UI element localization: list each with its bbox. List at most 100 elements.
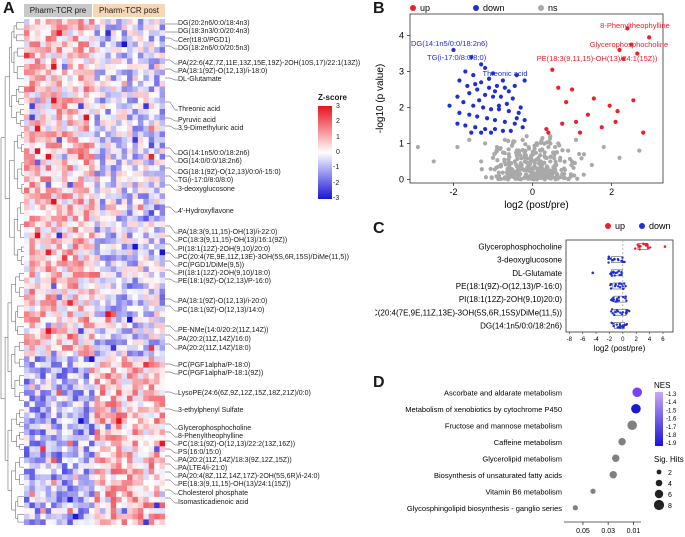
- heatmap-cell: [78, 176, 84, 183]
- heatmap-cell: [127, 294, 133, 301]
- heatmap-cell: [105, 108, 112, 115]
- heatmap-cell: [154, 435, 160, 441]
- heatmap-cell: [78, 367, 84, 374]
- heatmap-cell: [137, 502, 144, 509]
- heatmap-row-label: PA(20:2(11Z,14Z)/18:3(9Z,12Z,15Z)): [178, 457, 292, 464]
- heatmap-cell: [51, 440, 57, 447]
- heatmap-cell: [45, 350, 52, 357]
- heatmap-cell: [159, 63, 165, 70]
- heatmap-cell: [116, 446, 122, 453]
- heatmap-cell: [61, 322, 68, 329]
- heatmap-cell: [121, 148, 128, 155]
- heatmap-cell: [159, 356, 165, 363]
- ns-point: [502, 150, 507, 156]
- heatmap-cell: [154, 41, 160, 48]
- heatmap-cell: [143, 457, 150, 464]
- heatmap-cell: [61, 390, 68, 396]
- heatmap-cell: [24, 35, 30, 42]
- heatmap-cell: [51, 238, 57, 245]
- heatmap-cell: [78, 491, 84, 498]
- heatmap-cell: [72, 401, 79, 408]
- heatmap-cell: [132, 423, 139, 430]
- heatmap-cell: [89, 52, 95, 59]
- heatmap-cell: [72, 114, 79, 121]
- heatmap-cell: [94, 41, 101, 48]
- heatmap-cell: [159, 277, 165, 284]
- heatmap-cell: [132, 30, 139, 37]
- heatmap-cell: [72, 125, 79, 132]
- heatmap-cell: [78, 446, 84, 453]
- heatmap-cell: [24, 131, 30, 138]
- heatmap-cell: [127, 58, 133, 65]
- heatmap-cell: [148, 491, 155, 498]
- heatmap-cell: [29, 361, 36, 368]
- heatmap-cell: [72, 339, 79, 346]
- heatmap-cell: [121, 283, 128, 290]
- heatmap-cell: [159, 47, 165, 54]
- heatmap-cell: [29, 502, 36, 509]
- up-point: [621, 56, 626, 62]
- label-connector: [165, 260, 178, 267]
- heatmap-cell: [127, 24, 133, 31]
- heatmap-cell: [67, 288, 74, 295]
- heatmap-cell: [72, 457, 79, 464]
- heatmap-cell: [89, 508, 95, 515]
- heatmap-cell: [61, 187, 68, 194]
- heatmap-cell: [45, 210, 52, 217]
- heatmap-cell: [127, 92, 133, 99]
- heatmap-cell: [121, 418, 128, 425]
- heatmap-cell: [89, 457, 95, 464]
- heatmap-cell: [127, 457, 133, 464]
- heatmap-cell: [116, 193, 122, 200]
- heatmap-cell: [154, 491, 160, 498]
- heatmap-cell: [143, 440, 150, 447]
- heatmap-cell: [110, 283, 117, 290]
- heatmap-cell: [45, 227, 52, 233]
- ns-point: [546, 144, 551, 150]
- sighits-legend-dot: [655, 479, 663, 487]
- heatmap-cell: [127, 496, 133, 503]
- heatmap-cell: [116, 210, 122, 217]
- heatmap-cell: [61, 502, 68, 509]
- heatmap-cell: [83, 283, 90, 290]
- heatmap-cell: [83, 356, 90, 363]
- heatmap-cell: [67, 92, 74, 99]
- heatmap-cell: [105, 69, 112, 76]
- heatmap-cell: [61, 182, 68, 188]
- heatmap-cell: [110, 429, 117, 436]
- heatmap-cell: [67, 238, 74, 245]
- heatmap-cell: [148, 63, 155, 70]
- heatmap-cell: [148, 69, 155, 76]
- down-point: [473, 82, 478, 87]
- label-connector: [165, 408, 178, 412]
- heatmap-cell: [61, 519, 68, 525]
- heatmap-cell: [137, 227, 144, 233]
- heatmap-cell: [148, 249, 155, 256]
- heatmap-cell: [40, 311, 46, 318]
- heatmap-cell: [45, 266, 52, 273]
- ns-point: [577, 151, 582, 157]
- heatmap-cell: [143, 131, 150, 138]
- heatmap-cell: [51, 513, 57, 520]
- heatmap-cell: [127, 193, 133, 200]
- heatmap-cell: [94, 435, 101, 441]
- heatmap-cell: [148, 322, 155, 329]
- heatmap-cell: [51, 35, 57, 42]
- heatmap-cell: [40, 463, 46, 470]
- heatmap-cell: [40, 97, 46, 104]
- strip-point: [607, 257, 610, 261]
- heatmap-cell: [78, 373, 84, 380]
- label-connector: [165, 455, 178, 462]
- heatmap-cell: [132, 92, 139, 99]
- heatmap-cell: [24, 435, 30, 441]
- heatmap-cell: [24, 159, 30, 166]
- ns-point: [542, 177, 547, 182]
- heatmap-cell: [78, 24, 84, 31]
- heatmap-cell: [148, 508, 155, 515]
- heatmap-cell: [67, 367, 74, 374]
- heatmap-cell: [127, 485, 133, 492]
- heatmap-cell: [105, 395, 112, 402]
- sighits-legend-label: 4: [668, 481, 672, 488]
- heatmap-cell: [83, 131, 90, 138]
- heatmap-cell: [148, 131, 155, 138]
